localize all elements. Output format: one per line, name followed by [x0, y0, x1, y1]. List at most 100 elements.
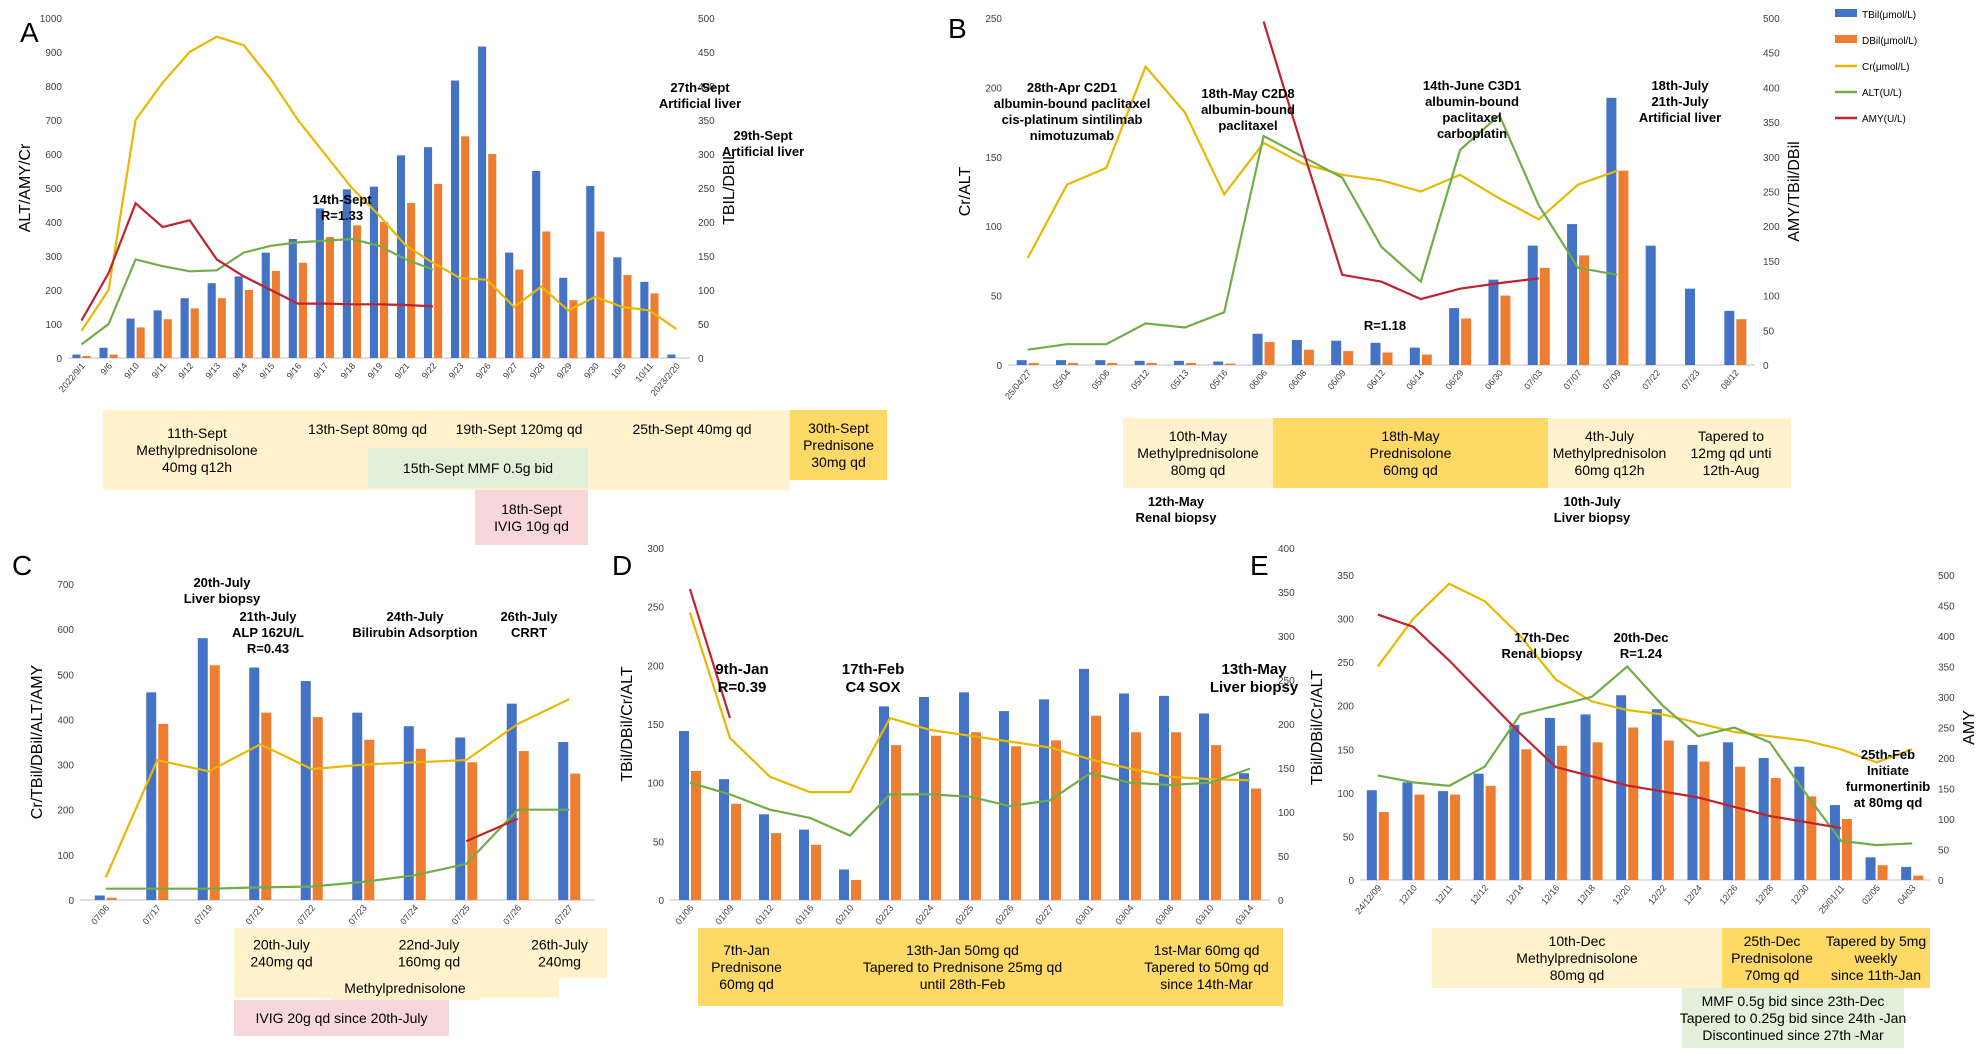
bar-dbil — [163, 319, 172, 358]
bar-dbil — [1841, 819, 1852, 880]
y-right-tick-label: 250 — [1763, 188, 1780, 199]
treatment-label-line: Methylprednisolone — [344, 980, 466, 996]
x-tick-label: 02/26 — [993, 903, 1015, 927]
bar-dbil — [1414, 794, 1425, 880]
y-right-tick-label: 200 — [698, 218, 715, 229]
bar-dbil — [106, 897, 117, 900]
bar-dbil — [771, 833, 781, 900]
x-tick-label: 07/22 — [1640, 368, 1662, 392]
y-right-axis-title: AMY/TBil/DBil — [1786, 141, 1803, 241]
bar-tbil — [207, 283, 216, 358]
bar-dbil — [1011, 746, 1021, 900]
y-right-tick-label: 250 — [1278, 676, 1295, 687]
bar-tbil — [1544, 717, 1555, 880]
treatment-box — [234, 928, 329, 978]
bar-dbil — [1303, 349, 1314, 365]
bar-dbil — [1131, 732, 1141, 900]
biopsy-label-line: Renal biopsy — [1136, 510, 1218, 525]
bar-tbil — [1758, 758, 1769, 880]
x-tick-label: 12/14 — [1504, 883, 1526, 907]
y-right-tick-label: 350 — [1938, 663, 1955, 674]
series-line-amy — [690, 589, 890, 718]
x-tick-label: 12/22 — [1646, 883, 1668, 907]
annotation-A-line: 29th-Sept — [733, 128, 793, 143]
bar-dbil — [488, 154, 497, 358]
annotation-C-line: 24th-July — [386, 609, 444, 624]
treatment-box — [790, 410, 887, 480]
bar-dbil — [851, 880, 861, 900]
y-left-tick-label: 50 — [653, 837, 665, 848]
y-right-tick-label: 350 — [1278, 588, 1295, 599]
treatment-label-line: 30mg qd — [811, 454, 865, 470]
x-tick-label: 03/14 — [1233, 903, 1255, 927]
bar-tbil — [1134, 360, 1145, 365]
y-right-tick-label: 150 — [1278, 764, 1295, 775]
annotation-A-line: 14th-Sept — [312, 192, 372, 207]
bar-dbil — [1806, 796, 1817, 880]
series-line-cr — [80, 35, 678, 332]
annotation-E-line: 20th-Dec — [1614, 630, 1669, 645]
bar-dbil — [1107, 362, 1118, 365]
treatment-label-line: 7th-Jan — [723, 942, 770, 958]
treatment-label-line: until 28th-Feb — [920, 976, 1006, 992]
x-tick-label: 07/06 — [89, 903, 111, 927]
treatment-label-line: 12mg qd unti — [1691, 445, 1772, 461]
series-line-alt — [1027, 113, 1618, 351]
treatment-label-line: Prednisolone — [1370, 445, 1452, 461]
bar-dbil — [971, 732, 981, 900]
bar-tbil — [1488, 279, 1499, 365]
legend-swatch — [1835, 9, 1857, 17]
y-left-axis-title: TBil/DBil/Cr/ALT — [1309, 670, 1326, 785]
bar-dbil — [217, 298, 226, 358]
series-line-cr — [688, 612, 1251, 794]
treatment-label-line: 30th-Sept — [808, 420, 869, 436]
y-right-tick-label: 50 — [1763, 326, 1775, 337]
y-right-tick-label: 200 — [1938, 754, 1955, 765]
treatment-label-line: Tapered to Prednisone 25mg qd — [863, 959, 1062, 975]
y-right-tick-label: 100 — [1278, 808, 1295, 819]
x-tick-label: 03/10 — [1193, 903, 1215, 927]
x-tick-label: 9/17 — [312, 361, 331, 381]
y-right-tick-label: 100 — [1763, 292, 1780, 303]
panel-letter-C: C — [12, 550, 32, 581]
annotation-B-line: albumin-bound paclitaxel — [994, 96, 1151, 111]
bar-dbil — [1421, 354, 1432, 365]
x-tick-label: 06/12 — [1365, 368, 1387, 392]
bar-dbil — [1251, 788, 1261, 900]
treatment-label-line: Tapered by 5mg — [1826, 933, 1926, 949]
x-tick-label: 07/26 — [501, 903, 523, 927]
bar-dbil — [596, 231, 605, 358]
treatment-label-line: 40mg q12h — [162, 459, 232, 475]
y-right-tick-label: 400 — [1938, 632, 1955, 643]
treatment-label-line: Discontinued since 27th -Mar — [1702, 1027, 1884, 1043]
bar-dbil — [1521, 749, 1532, 880]
y-right-tick-label: 100 — [1938, 815, 1955, 826]
treatment-label-line: 15th-Sept MMF 0.5g bid — [403, 460, 553, 476]
y-left-tick-label: 500 — [57, 670, 74, 681]
x-tick-label: 12/16 — [1539, 883, 1561, 907]
y-right-tick-label: 400 — [698, 82, 715, 93]
treatment-label-line: 19th-Sept 120mg qd — [456, 421, 583, 437]
y-right-tick-label: 0 — [1763, 361, 1769, 372]
y-left-tick-label: 100 — [985, 222, 1002, 233]
treatment-box — [1130, 928, 1283, 1006]
x-tick-label: 05/06 — [1090, 368, 1112, 392]
bar-dbil — [1539, 267, 1550, 365]
bar-dbil — [1378, 812, 1389, 880]
annotation-B-line: 21th-July — [1651, 94, 1709, 109]
x-tick-label: 07/27 — [553, 903, 575, 927]
bar-dbil — [1592, 742, 1603, 880]
treatment-label-line: 10th-May — [1169, 428, 1227, 444]
x-tick-label: 07/07 — [1561, 368, 1583, 392]
y-right-tick-label: 300 — [698, 150, 715, 161]
x-tick-label: 12/11 — [1433, 883, 1455, 906]
y-left-tick-label: 150 — [647, 720, 664, 731]
annotation-A-line: Artificial liver — [659, 96, 741, 111]
annotation-B-line: 18th-May C2D8 — [1201, 86, 1294, 101]
treatment-label-line: since 14th-Mar — [1160, 976, 1253, 992]
series-line-alt — [105, 808, 570, 890]
bar-dbil — [352, 225, 362, 358]
bar-tbil — [1865, 857, 1876, 880]
bar-tbil — [153, 310, 162, 358]
annotation-D-line: 17th-Feb — [842, 661, 905, 678]
